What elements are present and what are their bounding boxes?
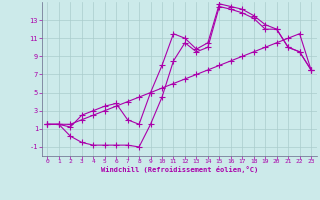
X-axis label: Windchill (Refroidissement éolien,°C): Windchill (Refroidissement éolien,°C) bbox=[100, 166, 258, 173]
